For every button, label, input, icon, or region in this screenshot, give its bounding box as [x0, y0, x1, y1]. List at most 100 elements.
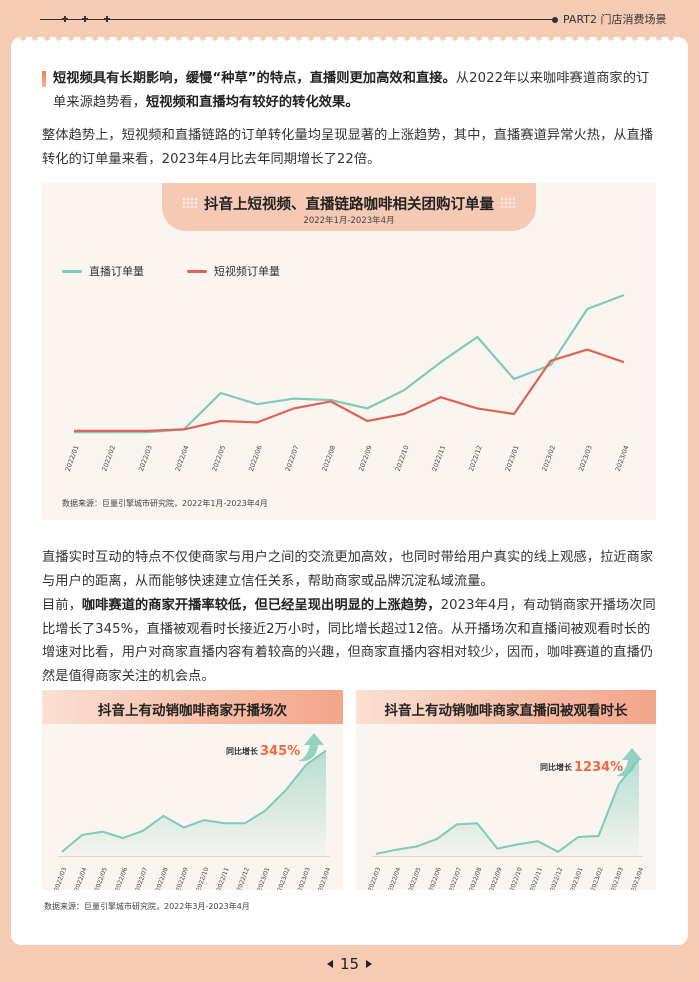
x-tick-label: 2022/12 [549, 866, 564, 890]
legend-swatch-live [62, 269, 82, 273]
chart-subtitle: 2022年1月-2023年4月 [303, 216, 395, 226]
x-tick-label: 2023/01 [569, 866, 584, 890]
annotation-value: 345% [260, 744, 300, 759]
area-line [61, 749, 327, 853]
paragraph-trend: 整体趋势上，短视频和直播链路的订单转化量均呈现显著的上涨趋势，其中，直播赛道异常… [42, 128, 654, 167]
x-tick-label: 2023/03 [610, 866, 625, 890]
part-title: PART2 门店消费场景 [563, 13, 667, 26]
x-tick-label: 2022/08 [468, 866, 483, 890]
x-tick-label: 2023/04 [630, 866, 645, 890]
x-tick-label: 2022/06 [114, 866, 129, 890]
x-tick-label: 2022/09 [488, 866, 503, 890]
x-tick-label: 2022/10 [195, 866, 210, 890]
legend-swatch-short-video [187, 269, 207, 273]
x-tick-label: 2022/03 [367, 866, 382, 890]
sessions-area-chart: 2022/03 2022/04 2022/05 2022/06 2022/07 2022/… [53, 733, 332, 890]
paragraph-intro: 短视频具有长期影响，缓慢“种草”的特点，直播则更加高效和直接。从2022年以来咖… [42, 67, 658, 114]
x-tick-label: 2022/09 [175, 866, 190, 890]
x-tick-label: 2022/10 [394, 444, 411, 472]
prev-page-icon[interactable] [326, 959, 333, 968]
intro-bold-2: 短视频和直播均有较好的转化效果。 [146, 94, 359, 110]
intro-bold: 短视频具有长期影响，缓慢“种草”的特点，直播则更加高效和直接。 [53, 71, 456, 86]
x-tick-label: 2022/01 [64, 444, 81, 472]
annotation-value: 1234% [574, 760, 623, 775]
header-star-icon [104, 16, 110, 22]
growth-arrow-icon [298, 733, 324, 762]
x-tick-label: 2022/10 [509, 866, 524, 890]
x-tick-label: 2023/01 [256, 866, 271, 890]
watchtime-area-chart: 2022/03 2022/04 2022/05 2022/06 2022/07 2022/… [367, 748, 645, 890]
x-tick-label: 2022/05 [407, 866, 422, 890]
x-tick-label: 2022/07 [134, 866, 149, 890]
x-tick-label: 2022/12 [467, 444, 484, 472]
x-tick-label: 2022/06 [428, 866, 443, 890]
x-tick-label: 2022/07 [448, 866, 463, 890]
legend-label: 直播订单量 [89, 265, 144, 278]
x-tick-label: 2022/05 [94, 866, 109, 890]
dot-pattern-icon [500, 197, 516, 209]
x-tick-label: 2022/04 [73, 866, 88, 890]
x-tick-label: 2022/05 [210, 444, 227, 472]
header-rule [40, 16, 558, 23]
area-line [375, 758, 640, 855]
main-chart-panel: 抖音上短视频、直播链路咖啡相关团购订单量 2022年1月-2023年4月 直播订… [42, 183, 656, 520]
x-tick-label: 2023/03 [577, 444, 594, 472]
x-tick-label: 2023/04 [614, 444, 631, 472]
annotation-label: 同比增长 [540, 762, 573, 772]
header-star-icon [62, 16, 68, 22]
growth-arrow-icon [616, 748, 642, 777]
chart-title: 抖音上短视频、直播链路咖啡相关团购订单量 [204, 197, 494, 213]
x-tick-label: 2022/08 [320, 444, 337, 472]
x-tick-label: 2022/09 [357, 444, 374, 472]
x-tick-label: 2022/11 [430, 444, 447, 472]
legend-item-short-video: 短视频订单量 [187, 263, 280, 279]
opportunity-text: 2023年4月，有动销商家开播场次同比增长了345%，直播被观看时长接近2万小时… [42, 598, 656, 684]
opportunity-bold: 咖啡赛道的商家开播率较低，但已经呈现出明显的上涨趋势， [81, 598, 441, 613]
x-tick-label: 2022/03 [137, 444, 154, 472]
chart-title-tab: 抖音上短视频、直播链路咖啡相关团购订单量 2022年1月-2023年4月 [162, 183, 536, 231]
x-tick-label: 2022/04 [174, 444, 191, 472]
legend-item-live: 直播订单量 [62, 263, 144, 279]
watchtime-chart-title: 抖音上有动销咖啡商家直播间被观看时长 [384, 703, 628, 719]
area-fill [376, 759, 639, 856]
x-tick-label: 2023/02 [276, 866, 291, 890]
sessions-chart-panel: 抖音上有动销咖啡商家开播场次 2022/03 2022/04 2022/05 2022… [42, 690, 343, 890]
x-tick-label: 2022/04 [387, 866, 402, 890]
x-tick-label: 2023/04 [317, 866, 332, 890]
x-tick-label: 2022/06 [247, 444, 264, 472]
opportunity-lead: 目前， [42, 598, 82, 613]
x-tick-label: 2022/12 [236, 866, 251, 890]
legend-label: 短视频订单量 [214, 265, 280, 278]
x-tick-label: 2023/02 [540, 444, 557, 472]
series-line-short-video [74, 348, 625, 432]
mini-chart-source: 数据来源：巨量引擎城市研究院，2022年3月-2023年4月 [44, 902, 250, 911]
x-tick-label: 2022/03 [53, 866, 68, 890]
x-tick-label: 2022/02 [100, 444, 117, 472]
header-end-dot-icon [552, 16, 558, 23]
watchtime-chart-header: 抖音上有动销咖啡商家直播间被观看时长 [356, 690, 656, 724]
paragraph-opportunity: 目前，咖啡赛道的商家开播率较低，但已经呈现出明显的上涨趋势，2023年4月，有动… [42, 594, 658, 688]
watchtime-chart-panel: 抖音上有动销咖啡商家直播间被观看时长 2022/03 2022/04 2022/05… [356, 690, 656, 890]
x-tick-label: 2022/11 [529, 866, 544, 890]
x-tick-label: 2022/11 [215, 866, 230, 890]
next-page-icon[interactable] [366, 959, 373, 968]
page-footer: 15 [0, 955, 699, 973]
x-tick-label: 2022/07 [284, 444, 301, 472]
chart-source: 数据来源：巨量引擎城市研究院，2022年1月-2023年4月 [62, 499, 268, 508]
annotation-label: 同比增长 [226, 746, 259, 756]
card-perforation [18, 34, 681, 42]
accent-bar-icon [42, 71, 46, 87]
header-star-icon [82, 16, 88, 22]
intro-text: 从2022年以来咖啡赛道商家的订单来源趋势看， [53, 71, 650, 110]
area-fill [62, 750, 326, 856]
line-chart: 2022/01 2022/02 2022/03 2022/04 2022/05 2022/… [64, 293, 631, 472]
sessions-chart-header: 抖音上有动销咖啡商家开播场次 [42, 690, 343, 724]
dot-pattern-icon [182, 197, 198, 209]
x-tick-label: 2023/02 [590, 866, 605, 890]
paragraph-interaction: 直播实时互动的特点不仅使商家与用户之间的交流更加高效，也同时带给用户真实的线上观… [42, 550, 654, 589]
x-tick-label: 2023/03 [297, 866, 312, 890]
sessions-chart-title: 抖音上有动销咖啡商家开播场次 [98, 703, 287, 719]
x-tick-label: 2022/08 [155, 866, 170, 890]
x-tick-label: 2023/01 [504, 444, 521, 472]
page-number: 15 [339, 955, 360, 973]
